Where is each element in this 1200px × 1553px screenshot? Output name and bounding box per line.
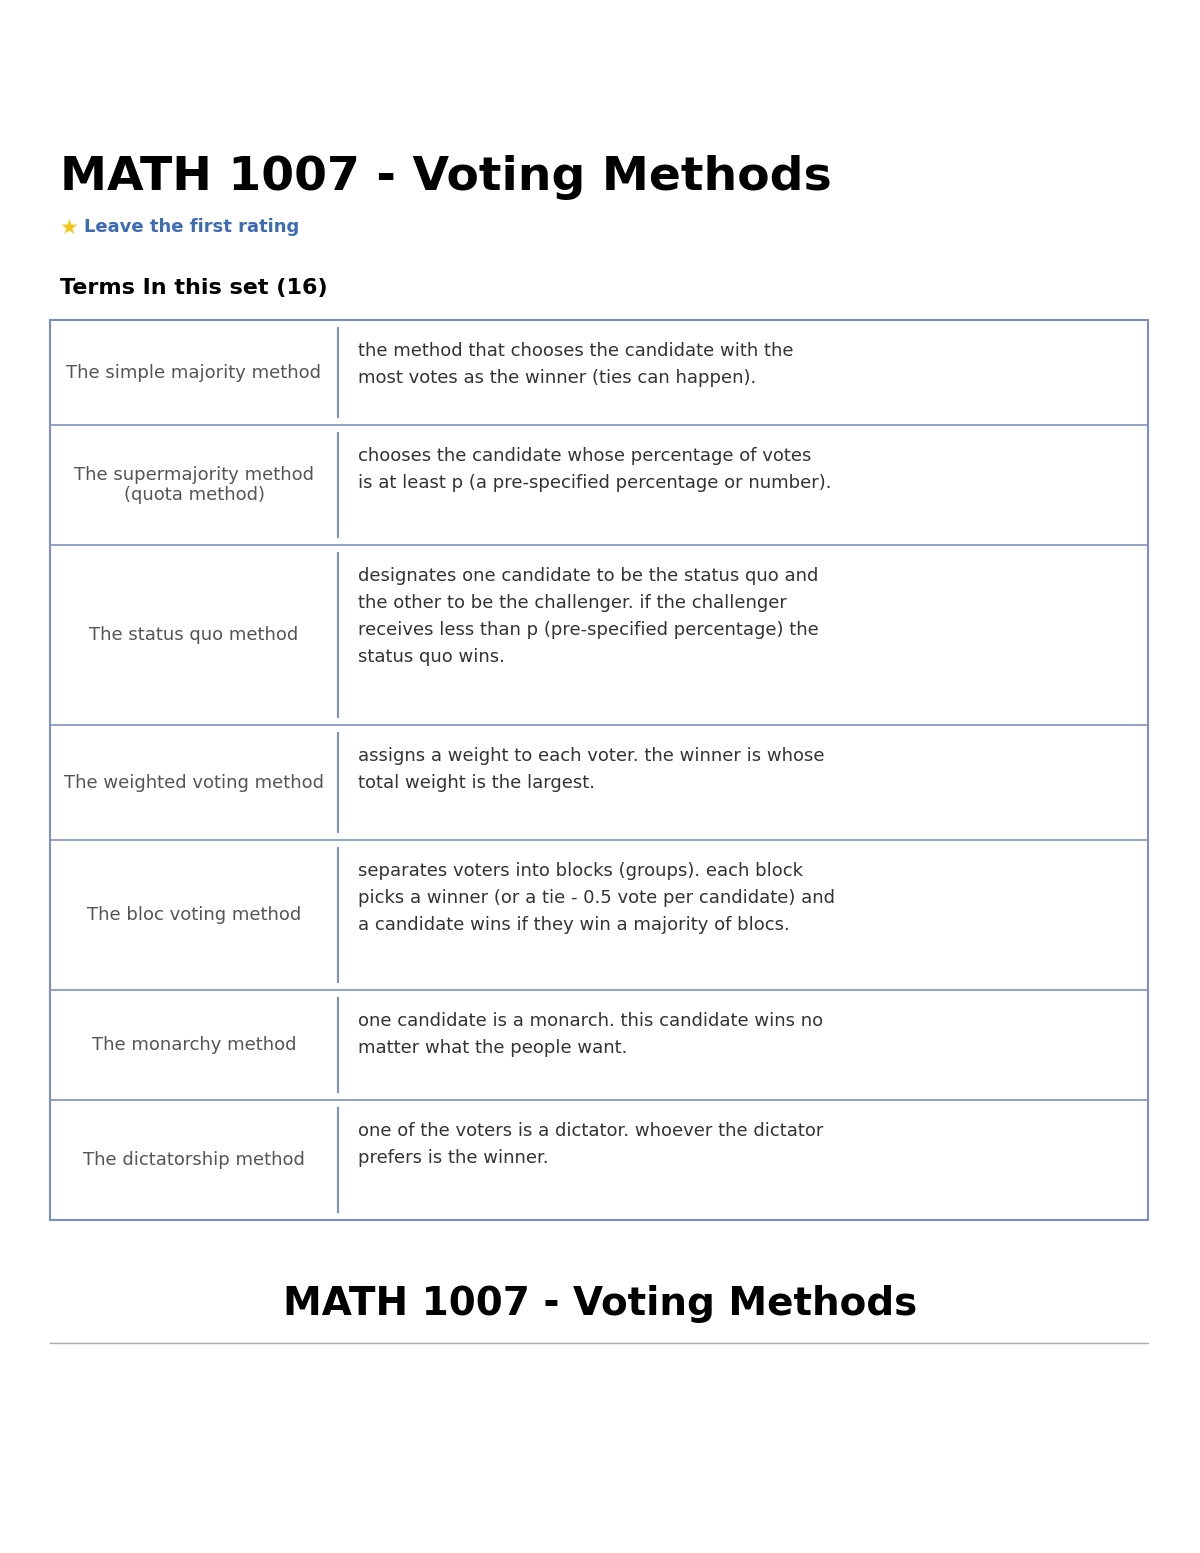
Text: ★: ★	[60, 217, 79, 238]
Bar	[50, 320, 1148, 1221]
Text: The weighted voting method: The weighted voting method	[64, 773, 324, 792]
Text: assigns a weight to each voter. the winner is whose
total weight is the largest.: assigns a weight to each voter. the winn…	[358, 747, 824, 792]
Text: The simple majority method: The simple majority method	[66, 363, 322, 382]
Text: Terms In this set (16): Terms In this set (16)	[60, 278, 328, 298]
Text: MATH 1007 - Voting Methods: MATH 1007 - Voting Methods	[60, 155, 832, 200]
Text: The status quo method: The status quo method	[89, 626, 299, 644]
Text: The monarchy method: The monarchy method	[91, 1036, 296, 1054]
Text: one of the voters is a dictator. whoever the dictator
prefers is the winner.: one of the voters is a dictator. whoever…	[358, 1121, 823, 1168]
Text: The supermajority method
(quota method): The supermajority method (quota method)	[74, 466, 314, 505]
Text: chooses the candidate whose percentage of votes
is at least p (a pre-specified p: chooses the candidate whose percentage o…	[358, 447, 832, 492]
Text: designates one candidate to be the status quo and
the other to be the challenger: designates one candidate to be the statu…	[358, 567, 818, 666]
Text: The dictatorship method: The dictatorship method	[83, 1151, 305, 1169]
Text: separates voters into blocks (groups). each block
picks a winner (or a tie - 0.5: separates voters into blocks (groups). e…	[358, 862, 835, 935]
Text: one candidate is a monarch. this candidate wins no
matter what the people want.: one candidate is a monarch. this candida…	[358, 1013, 823, 1058]
Text: the method that chooses the candidate with the
most votes as the winner (ties ca: the method that chooses the candidate wi…	[358, 342, 793, 387]
Text: Leave the first rating: Leave the first rating	[84, 217, 299, 236]
Text: MATH 1007 - Voting Methods: MATH 1007 - Voting Methods	[283, 1284, 917, 1323]
Text: The bloc voting method: The bloc voting method	[86, 905, 301, 924]
